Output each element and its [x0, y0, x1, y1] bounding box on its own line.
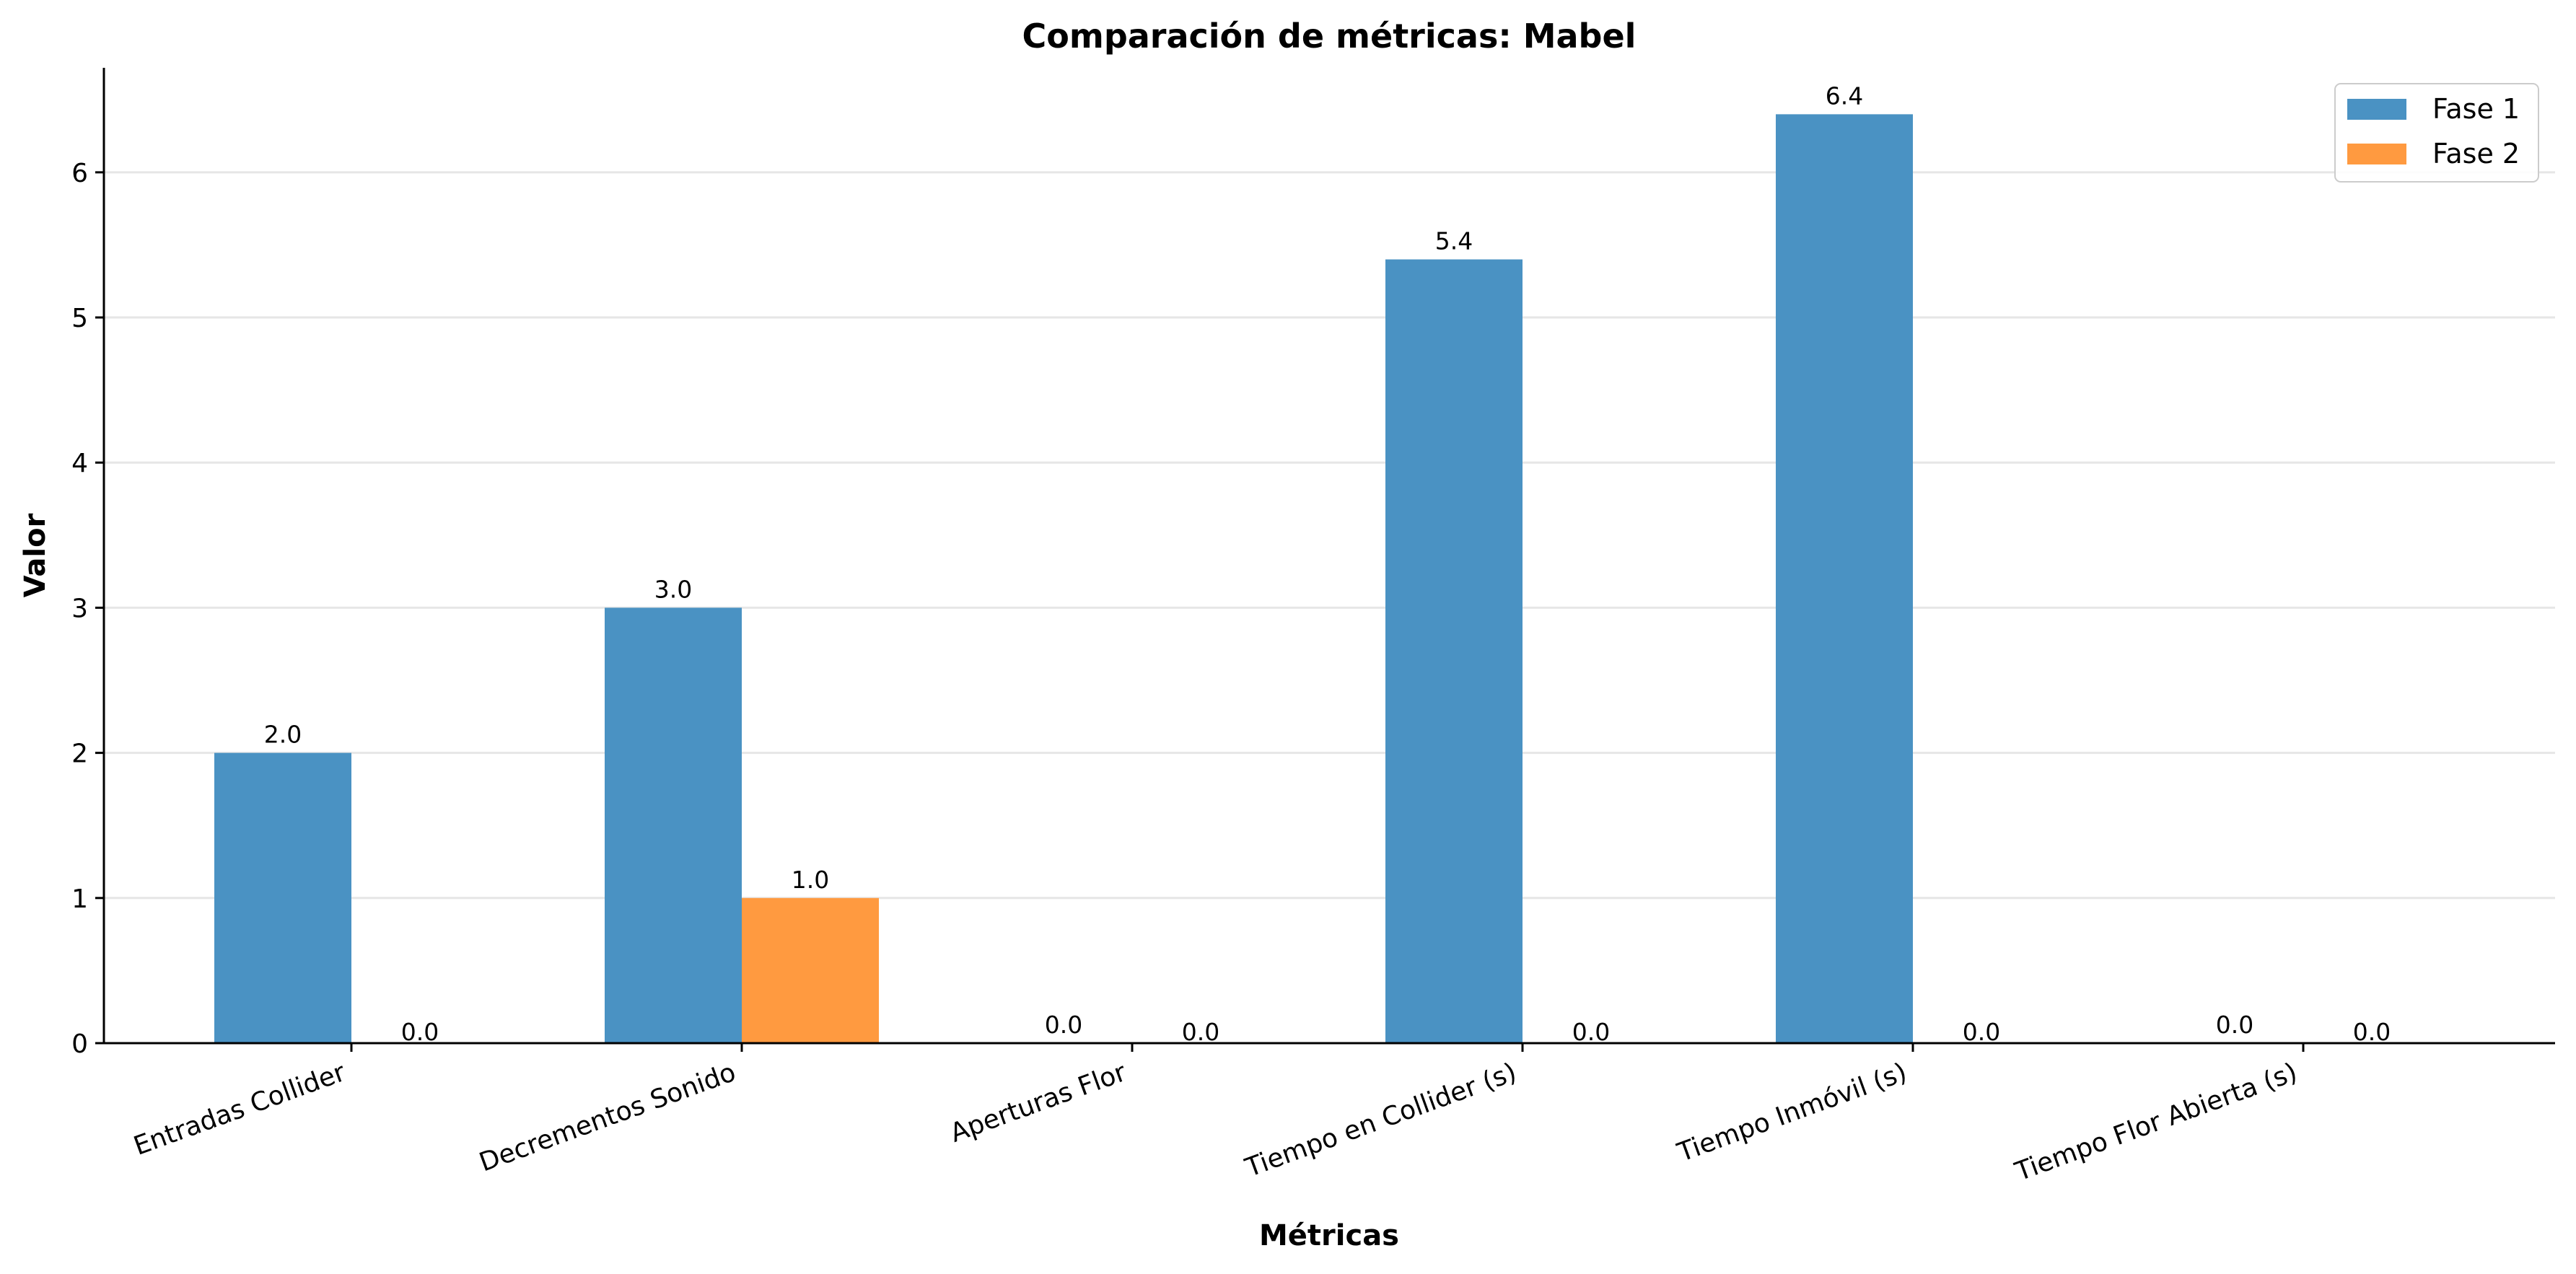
legend-swatch-fase-2 [2347, 144, 2406, 164]
bars [214, 114, 1913, 1044]
x-axis-title: Métricas [1259, 1219, 1399, 1252]
y-tick-label: 0 [71, 1029, 88, 1059]
x-tick-label: Tiempo en Collider (s) [1241, 1058, 1520, 1183]
y-tick-label: 4 [71, 449, 88, 478]
axes [102, 68, 2555, 1045]
data-label: 3.0 [654, 575, 692, 603]
bar-1-4 [1776, 114, 1913, 1043]
data-labels: 2.0 3.0 0.0 5.4 6.4 0.0 0.0 1.0 0.0 0.0 0.0 0.0 [264, 82, 2391, 1046]
x-tick-label: Decrementos Sonido [476, 1058, 740, 1178]
y-tick-label: 6 [71, 159, 88, 188]
y-tick-label: 5 [71, 304, 88, 333]
y-tick-label: 2 [71, 739, 88, 769]
x-ticks: Entradas Collider Decrementos Sonido Apert… [130, 1043, 2305, 1187]
x-tick-label: Entradas Collider [130, 1058, 349, 1161]
legend-label-fase-1: Fase 1 [2432, 93, 2520, 125]
bar-1-3 [1385, 259, 1523, 1044]
data-label: 1.0 [792, 866, 829, 894]
y-tick-label: 3 [71, 594, 88, 623]
x-tick-label: Tiempo Flor Abierta (s) [2011, 1058, 2301, 1187]
bar-2-1 [742, 897, 879, 1043]
legend-swatch-fase-1 [2347, 99, 2406, 120]
data-label: 0.0 [401, 1018, 439, 1046]
x-tick-label: Tiempo Inmóvil (s) [1673, 1058, 1911, 1168]
data-label: 0.0 [2216, 1011, 2253, 1039]
data-label: 0.0 [1182, 1018, 1219, 1046]
legend: Fase 1 Fase 2 [2334, 83, 2539, 183]
data-label: 5.4 [1435, 227, 1473, 255]
bar-1-1 [605, 607, 742, 1043]
y-axis-title: Valor [19, 513, 52, 597]
data-label: 0.0 [1963, 1018, 2000, 1046]
y-ticks: 0 1 2 3 4 5 6 [71, 159, 104, 1059]
chart-title: Comparación de métricas: Mabel [1022, 17, 1637, 56]
data-label: 0.0 [1572, 1018, 1610, 1046]
data-label: 6.4 [1826, 82, 1863, 110]
y-tick-label: 1 [71, 884, 88, 914]
grid [104, 171, 2555, 900]
x-tick-label: Aperturas Flor [947, 1058, 1131, 1148]
bar-1-0 [214, 752, 351, 1043]
data-label: 2.0 [264, 721, 302, 749]
data-label: 0.0 [1045, 1011, 1082, 1039]
data-label: 0.0 [2353, 1018, 2391, 1046]
legend-label-fase-2: Fase 2 [2432, 138, 2520, 170]
